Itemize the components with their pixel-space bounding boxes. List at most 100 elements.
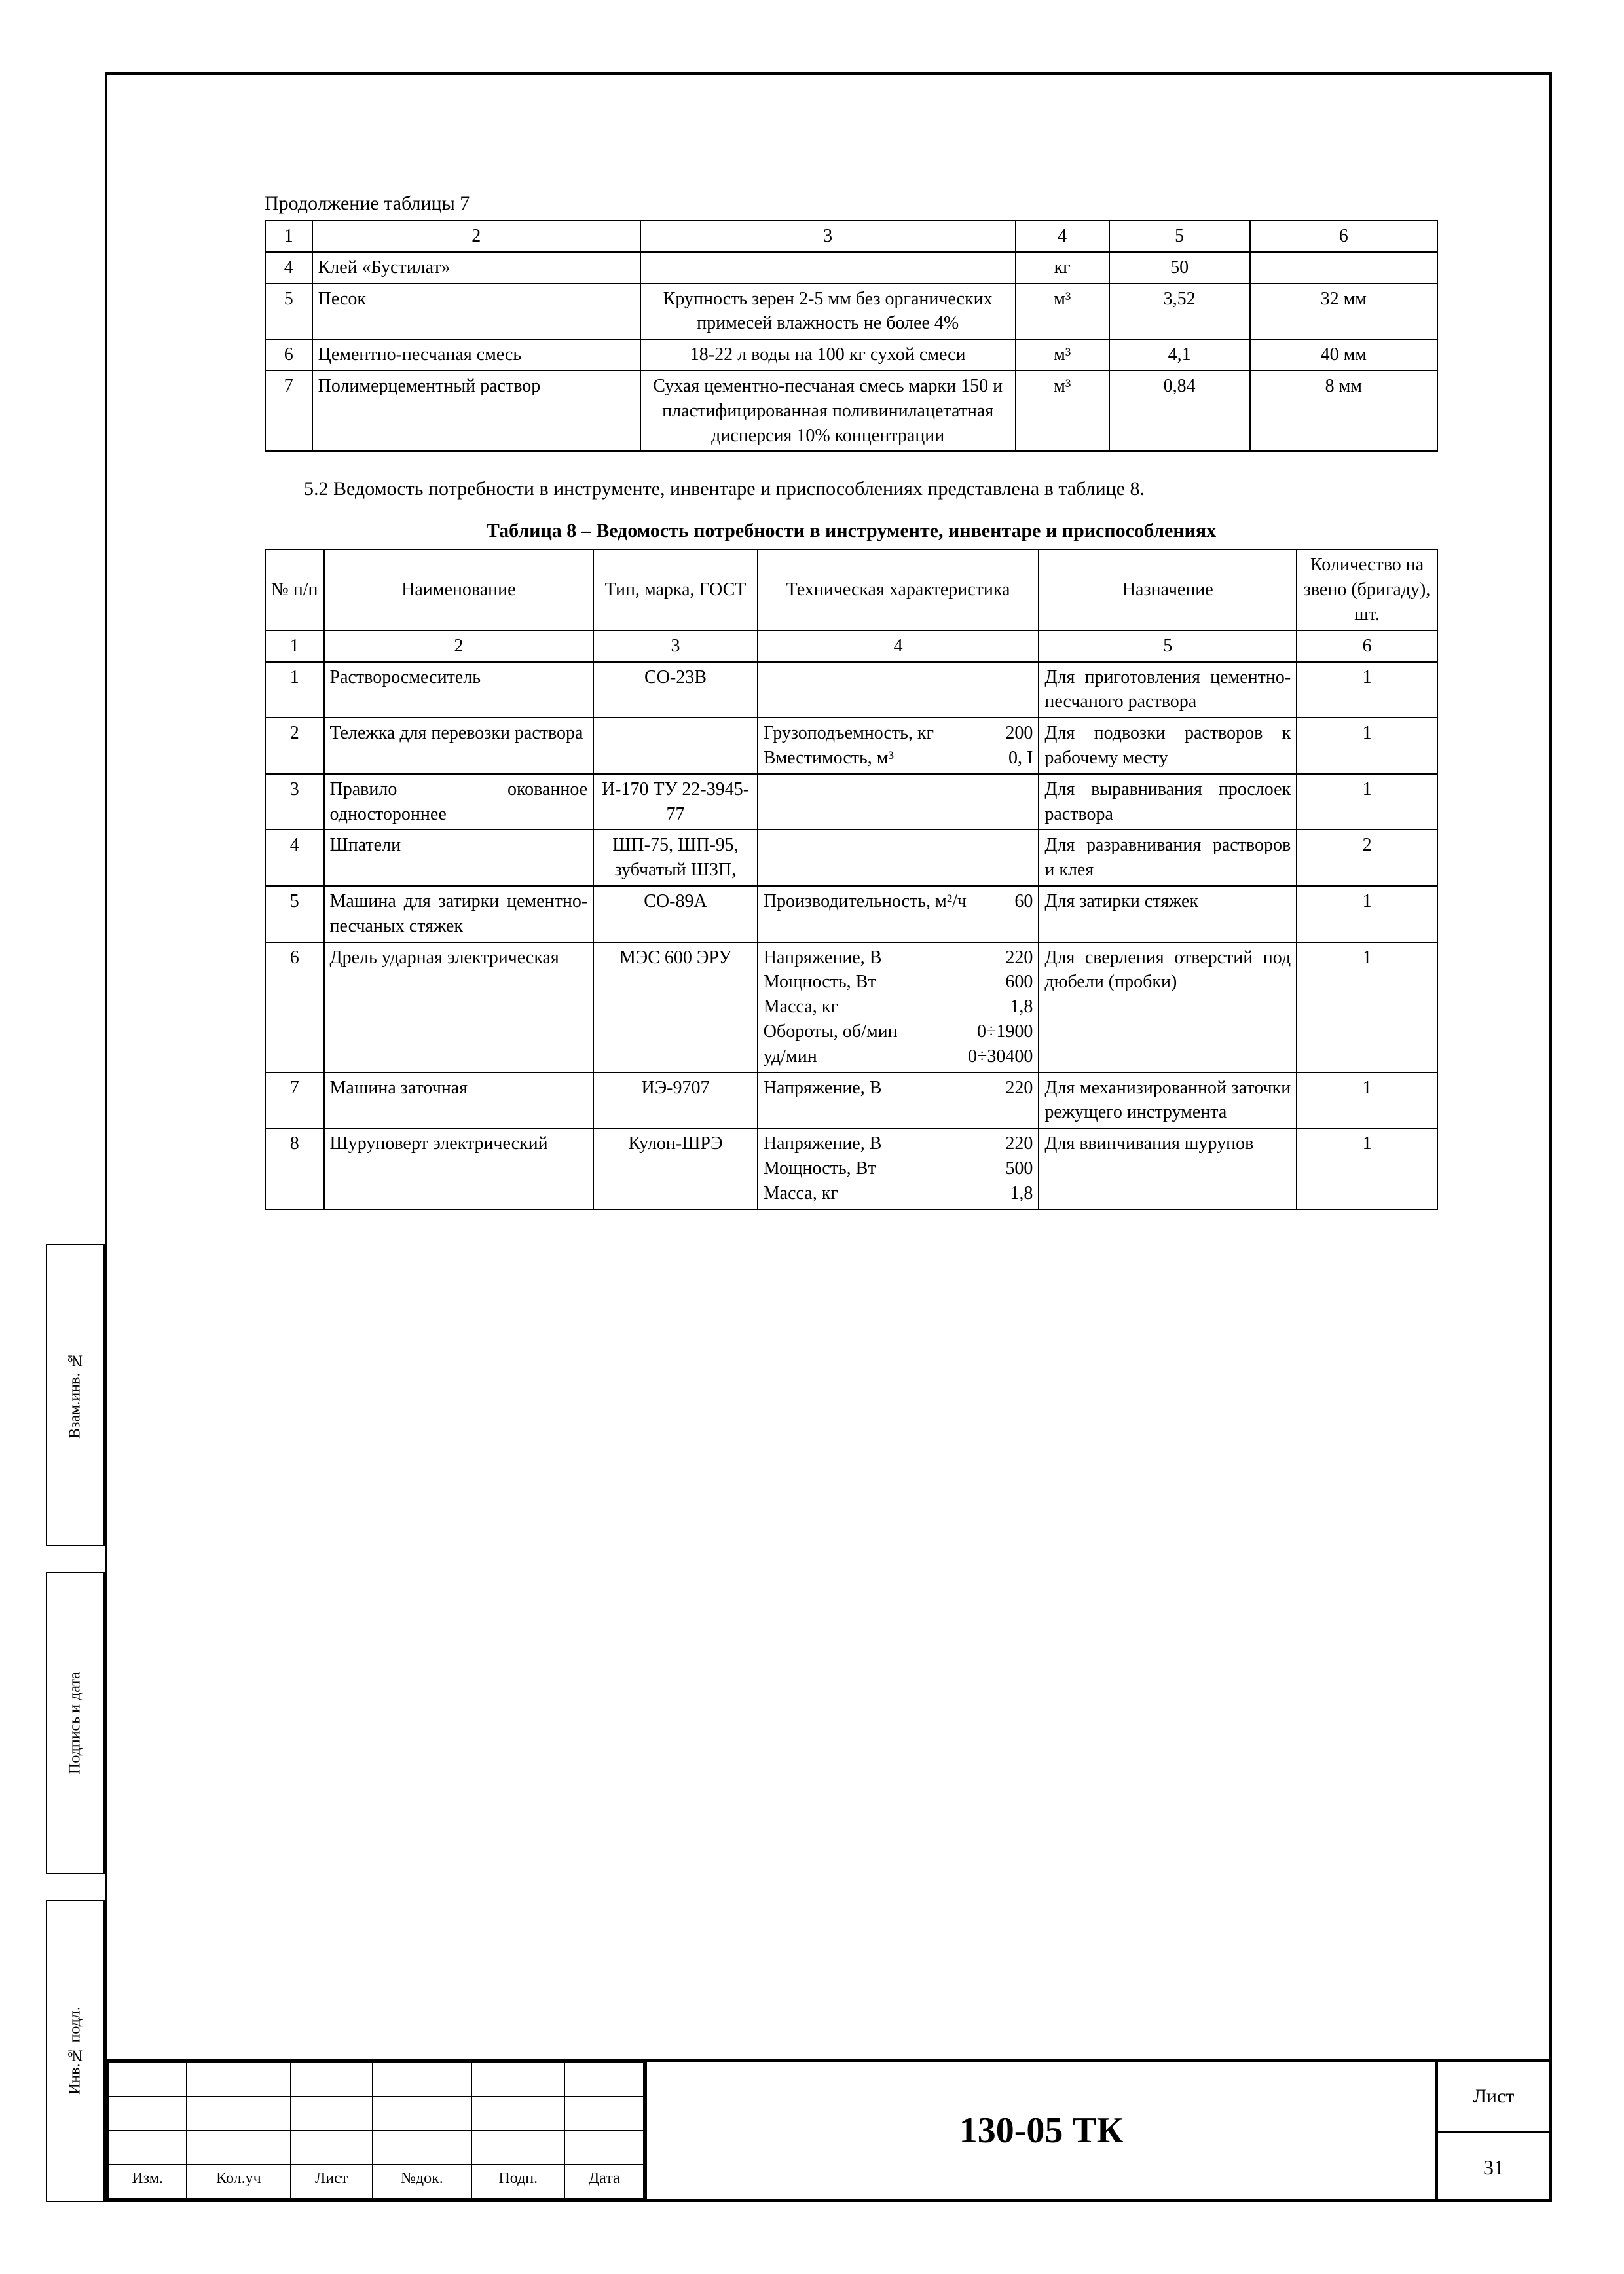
t8-name: Дрель ударная элек­трическая [324, 942, 594, 1073]
spec-line: Мощность, Вт600 [764, 970, 1033, 995]
footer-empty-cell [187, 2097, 290, 2131]
col-num: 3 [640, 221, 1016, 252]
t8-spec: Напряжение, В220Мощность, Вт600Масса, кг… [758, 942, 1039, 1073]
sheet-number: 31 [1438, 2133, 1549, 2202]
spec-line: Напряжение, В220 [764, 945, 1033, 970]
footer-right: Лист 31 [1438, 2062, 1549, 2199]
col-num: 5 [1109, 221, 1250, 252]
t7-c6: 8 мм [1250, 371, 1437, 451]
t8-qty: 1 [1297, 718, 1437, 774]
t8-type: СО-89А [593, 886, 758, 942]
t7-c6 [1250, 252, 1437, 284]
t8-header: № п/п [265, 549, 324, 630]
footer-block: Изм.Кол.учЛист№док.Подп.Дата 130-05 ТК Л… [107, 2059, 1549, 2199]
t8-name: Машина для затирки цементно-песчаных стя… [324, 886, 594, 942]
t8-name: Шпатели [324, 830, 594, 886]
t8-n: 1 [265, 662, 324, 718]
doc-code: 130-05 ТК [647, 2062, 1438, 2199]
t7-n: 7 [265, 371, 312, 451]
t8-name: Растворосмеситель [324, 662, 594, 718]
t8-type: ИЭ-9707 [593, 1073, 758, 1129]
t7-name: Цементно-песчаная смесь [312, 339, 640, 371]
t7-qty: 0,84 [1109, 371, 1250, 451]
t8-name: Машина заточная [324, 1073, 594, 1129]
t8-qty: 1 [1297, 942, 1437, 1073]
t8-name: Шуруповерт элек­трический [324, 1128, 594, 1209]
t7-spec: Крупность зерен 2-5 мм без органических … [640, 284, 1016, 340]
col-num: 4 [1016, 221, 1109, 252]
col-num: 5 [1039, 631, 1297, 662]
t8-n: 7 [265, 1073, 324, 1129]
spec-line: Обороты, об/мин0÷1900 [764, 1019, 1033, 1044]
page-frame: Продолжение таблицы 7 1234564Клей «Бусти… [105, 72, 1552, 2202]
t8-spec [758, 662, 1039, 718]
footer-empty-cell [373, 2097, 472, 2131]
t7-name: Полимерцементный раствор [312, 371, 640, 451]
t7-qty: 4,1 [1109, 339, 1250, 371]
footer-header: Подп. [471, 2165, 564, 2199]
footer-header: Дата [564, 2165, 644, 2199]
spec-line: Мощность, Вт500 [764, 1156, 1033, 1181]
spec-line: Напряжение, В220 [764, 1131, 1033, 1156]
footer-left-table: Изм.Кол.учЛист№док.Подп.Дата [107, 2062, 644, 2199]
footer-empty-cell [291, 2097, 373, 2131]
t7-unit: м³ [1016, 371, 1109, 451]
t7-n: 5 [265, 284, 312, 340]
footer-empty-cell [373, 2131, 472, 2165]
t8-type: МЭС 600 ЭРУ [593, 942, 758, 1073]
spec-line: Масса, кг1,8 [764, 1181, 1033, 1206]
footer-empty-cell [564, 2097, 644, 2131]
stamp-vzam-inv: Взам.инв. № [46, 1244, 105, 1546]
t7-spec [640, 252, 1016, 284]
t8-name: Правило окованное одностороннее [324, 774, 594, 830]
spec-line: Масса, кг1,8 [764, 995, 1033, 1019]
footer-header: Лист [291, 2165, 373, 2199]
t8-header: Назначение [1039, 549, 1297, 630]
col-num: 1 [265, 631, 324, 662]
footer-empty-cell [373, 2063, 472, 2097]
t8-purpose: Для выравнивания прослоек раствора [1039, 774, 1297, 830]
t8-header: Наименование [324, 549, 594, 630]
t7-n: 4 [265, 252, 312, 284]
footer-empty-cell [108, 2131, 187, 2165]
footer-empty-cell [564, 2063, 644, 2097]
t7-unit: кг [1016, 252, 1109, 284]
col-num: 4 [758, 631, 1039, 662]
t8-header: Количество на звено (бригаду), шт. [1297, 549, 1437, 630]
footer-left: Изм.Кол.учЛист№док.Подп.Дата [107, 2062, 647, 2199]
t7-unit: м³ [1016, 284, 1109, 340]
footer-empty-cell [471, 2063, 564, 2097]
content-area: Продолжение таблицы 7 1234564Клей «Бусти… [265, 193, 1438, 1210]
t8-purpose: Для механизированной заточки режущего ин… [1039, 1073, 1297, 1129]
t8-header: Техническая характери­стика [758, 549, 1039, 630]
t7-name: Клей «Бустилат» [312, 252, 640, 284]
table8: № п/пНаименованиеТип, марка, ГОСТТехниче… [265, 549, 1438, 1209]
t7-n: 6 [265, 339, 312, 371]
t8-purpose: Для сверления отвер­стий под дюбели (про… [1039, 942, 1297, 1073]
spec-line: Производительность, м²/ч60 [764, 889, 1033, 914]
t7-spec: 18-22 л воды на 100 кг сухой смеси [640, 339, 1016, 371]
table7: 1234564Клей «Бустилат»кг505ПесокКрупност… [265, 220, 1438, 452]
t8-n: 6 [265, 942, 324, 1073]
paragraph-5-2: 5.2 Ведомость потребности в инструменте,… [265, 471, 1438, 507]
t8-purpose: Для подвозки раство­ров к рабочему месту [1039, 718, 1297, 774]
t8-n: 5 [265, 886, 324, 942]
stamp-sign-date: Подпись и дата [46, 1572, 105, 1874]
footer-empty-cell [471, 2131, 564, 2165]
t7-c6: 32 мм [1250, 284, 1437, 340]
footer-header: Кол.уч [187, 2165, 290, 2199]
t8-n: 2 [265, 718, 324, 774]
t7-spec: Сухая цементно-песчаная смесь марки 150 … [640, 371, 1016, 451]
t8-purpose: Для разравнивания растворов и клея [1039, 830, 1297, 886]
t8-spec: Напряжение, В220Мощность, Вт500Масса, кг… [758, 1128, 1039, 1209]
t8-type: СО-23В [593, 662, 758, 718]
t8-type: И-170 ТУ 22-3945-77 [593, 774, 758, 830]
t8-spec [758, 830, 1039, 886]
t8-qty: 1 [1297, 1073, 1437, 1129]
t8-n: 8 [265, 1128, 324, 1209]
spec-line: Грузоподъемность, кг200 [764, 721, 1033, 746]
t8-purpose: Для затирки стяжек [1039, 886, 1297, 942]
table8-caption: Таблица 8 – Ведомость потребности в инст… [265, 520, 1438, 542]
footer-header: №док. [373, 2165, 472, 2199]
footer-empty-cell [291, 2063, 373, 2097]
